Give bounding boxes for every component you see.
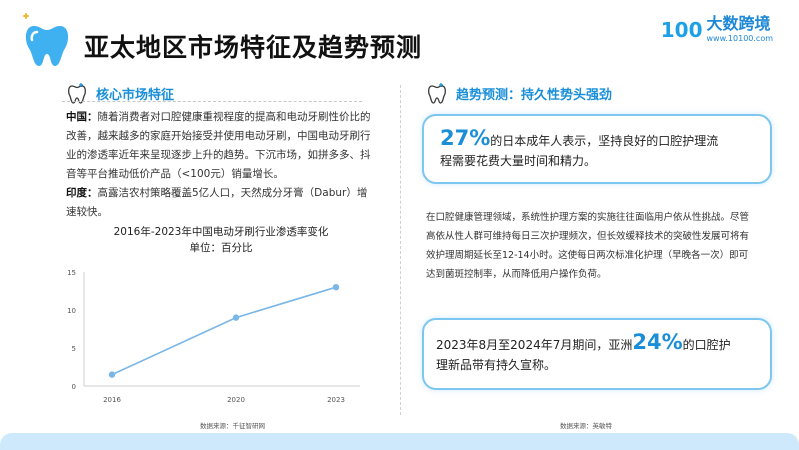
japan-stat-text: 27%的日本成年人表示，坚持良好的口腔护理流 程需要花费大量时间和精力。 — [440, 128, 765, 171]
japan-stat-value: 27% — [440, 126, 491, 150]
x-tick-label: 2016 — [103, 396, 121, 404]
series-line — [111, 286, 337, 376]
left-divider — [62, 101, 362, 102]
asia-stat-card — [422, 318, 772, 390]
data-point — [108, 371, 116, 378]
india-text: 高露洁农村策略覆盖5亿人口，天然成分牙膏（Dabur）增速较快。 — [66, 187, 368, 218]
china-label: 中国： — [66, 111, 98, 123]
asia-stat-prefix: 2023年8月至2024年7月期间，亚洲 — [436, 338, 633, 352]
column-divider — [400, 85, 401, 415]
left-source: 数据来源：千征智研网 — [200, 422, 265, 430]
japan-stat-line2: 程需要花费大量时间和精力。 — [440, 154, 597, 168]
tooth-logo-icon — [23, 13, 69, 66]
left-section-title: 核心市场特征 — [96, 87, 175, 103]
y-tick-label: 10 — [67, 307, 76, 315]
page-title: 亚太地区市场特征及趋势预测 — [84, 33, 423, 62]
x-tick-label: 2020 — [227, 396, 245, 404]
asia-stat-suffix: 的口腔护 — [682, 338, 731, 352]
y-tick-label: 15 — [67, 269, 76, 277]
chart-subtitle: 单位：百分比 — [189, 242, 253, 254]
right-section-heading: 趋势预测：持久性势头强劲 — [426, 82, 612, 104]
brand-logo: 100 大数跨境 www.10100.com — [661, 16, 773, 43]
penetration-line-chart: 0 5 10 15 2016 2020 2023 — [67, 269, 360, 404]
tooth-outline-icon — [428, 83, 446, 104]
asia-stat-line2: 理新品带有持久宣称。 — [436, 358, 557, 372]
logo-url: www.10100.com — [706, 34, 773, 43]
y-tick-label: 5 — [72, 345, 76, 353]
china-paragraph: 中国：随着消费者对口腔健康重视程度的提高和电动牙刷性价比的改善，越来越多的家庭开… — [66, 108, 376, 184]
china-text: 随着消费者对口腔健康重视程度的提高和电动牙刷性价比的改善，越来越多的家庭开始接受… — [66, 111, 371, 180]
right-source: 数据来源：英敏特 — [560, 422, 612, 430]
chart-title: 2016年-2023年中国电动牙刷行业渗透率变化 — [113, 226, 329, 238]
asia-stat-value: 24% — [632, 330, 683, 354]
right-section-title: 趋势预测：持久性势头强劲 — [456, 87, 613, 103]
asia-stat-text: 2023年8月至2024年7月期间，亚洲24%的口腔护 理新品带有持久宣称。 — [436, 332, 766, 375]
logo-name: 大数跨境 — [706, 14, 771, 33]
data-point — [332, 284, 340, 291]
japan-stat-card — [422, 114, 772, 184]
india-label: 印度： — [66, 187, 98, 199]
x-tick-label: 2023 — [327, 396, 345, 404]
footer-band — [0, 433, 799, 450]
india-paragraph: 印度：高露洁农村策略覆盖5亿人口，天然成分牙膏（Dabur）增速较快。 — [66, 184, 376, 222]
logo-mark: 100 — [660, 17, 703, 42]
y-tick-label: 0 — [72, 383, 76, 391]
data-point — [232, 314, 240, 321]
compliance-paragraph: 在口腔健康管理领域，系统性护理方案的实施往往面临用户依从性挑战。尽管高依从性人群… — [426, 212, 750, 280]
market-features-text: 中国：随着消费者对口腔健康重视程度的提高和电动牙刷性价比的改善，越来越多的家庭开… — [66, 108, 376, 222]
left-section-heading: 核心市场特征 — [66, 82, 174, 104]
japan-stat-line1: 的日本成年人表示，坚持良好的口腔护理流 — [490, 134, 719, 148]
tooth-outline-icon — [68, 83, 86, 104]
